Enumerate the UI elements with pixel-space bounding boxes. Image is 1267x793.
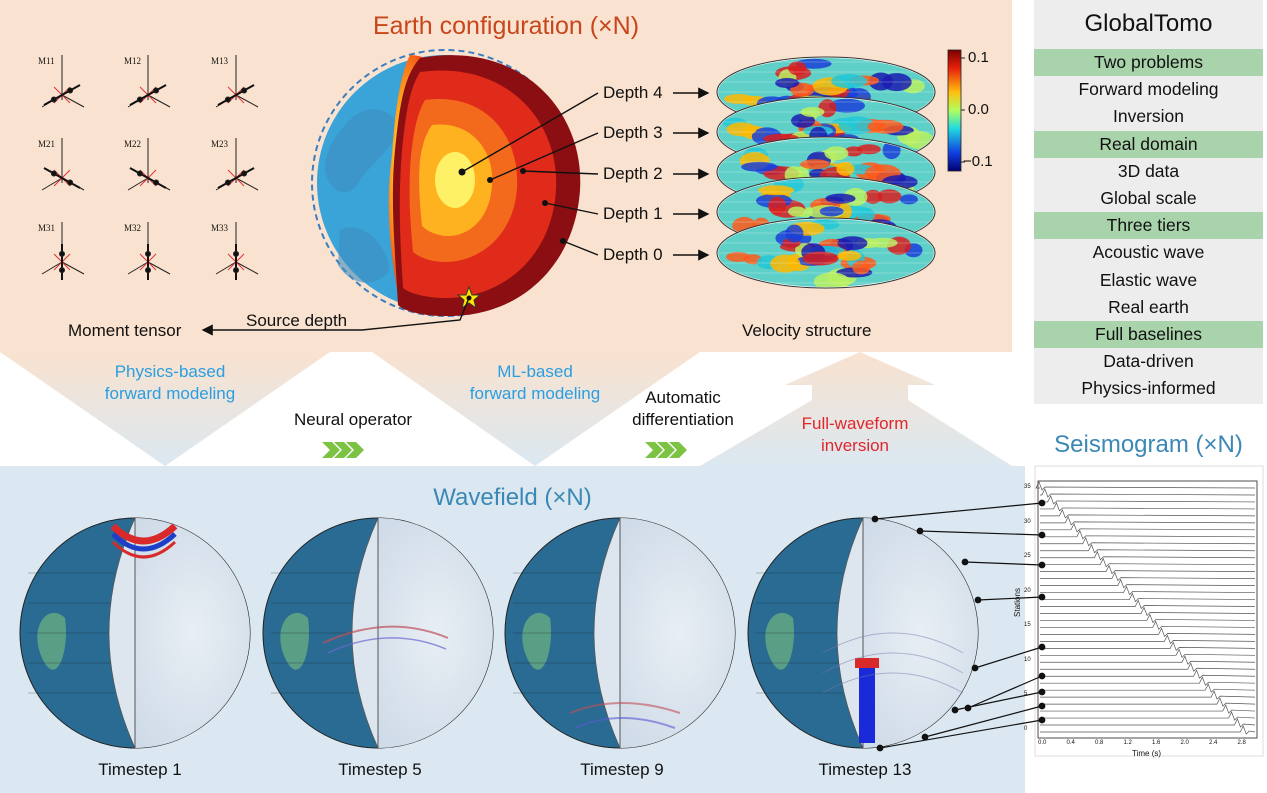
seismogram-connectors [871,499,1046,752]
seis-ytick-7: 0 [1024,725,1028,732]
ml-forward-label: ML-based forward modeling [445,361,625,405]
velocity-map-4 [716,217,936,289]
tensor-label-m23: M23 [211,139,229,149]
tensor-label-m21: M21 [38,139,56,149]
sidebar-row-2: Inversion [1112,106,1184,127]
sidebar-row-5: Global scale [1100,188,1197,208]
depth-1-label: Depth 1 [603,204,663,223]
sidebar-row-1: Forward modeling [1078,79,1219,100]
wavefield-spheres [19,517,979,749]
seis-xtick-5: 2.0 [1180,740,1189,746]
seis-ytick-3: 20 [1024,587,1031,594]
seis-ytick-4: 15 [1024,622,1031,628]
seis-xtick-1: 0.4 [1066,740,1075,746]
wavefield-sphere-9 [504,517,736,749]
seis-ytick-1: 30 [1024,518,1031,525]
neural-operator-label: Neural operator [293,410,413,429]
timestep-5-label: Timestep 5 [338,760,422,779]
seismogram-xlabel: Time (s) [1132,749,1162,758]
physics-forward-line2: forward modeling [104,384,236,403]
seis-ytick-5: 10 [1024,656,1031,663]
chevron-autodiff-icon [645,442,687,458]
fwi-line2: inversion [820,436,890,455]
autodiff-label: Automatic differentiation [598,387,768,431]
ml-forward-line2: forward modeling [469,384,601,403]
sidebar-row-6: Three tiers [1034,212,1263,240]
tensor-label-m13: M13 [211,56,229,66]
depth-4-label: Depth 4 [603,83,663,102]
tensor-label-m31: M31 [38,223,56,233]
colorbar [947,49,962,172]
wavefield-sphere-1 [19,517,251,749]
physics-forward-label: Physics-based forward modeling [80,361,260,405]
sidebar-row-3: Real domain [1034,130,1263,158]
depth-connectors [201,87,710,336]
ml-forward-line1: ML-based [497,362,573,381]
seismogram-ylabel: Stations [1012,588,1022,617]
depth-2-label: Depth 2 [603,164,663,183]
tensor-label-m11: M11 [38,56,55,66]
moment-tensor-label: Moment tensor [68,321,182,340]
seis-xtick-6: 2.4 [1209,740,1218,746]
tensor-label-m12: M12 [124,56,142,66]
seismogram-title: Seismogram (×N) [1054,431,1243,458]
colorbar-tick-top: 0.1 [968,49,989,66]
fwi-line1: Full-waveform [801,414,909,433]
seis-ytick-0: 35 [1024,484,1031,490]
sidebar-row-11: Data-driven [1103,351,1194,372]
seis-xtick-7: 2.8 [1237,740,1246,746]
chevron-neural-icon [322,442,364,458]
velocity-map-stack [716,56,936,289]
tensor-label-m32: M32 [124,223,142,233]
sidebar-row-8: Elastic wave [1099,269,1198,290]
sidebar-row-4: 3D data [1117,160,1180,181]
source-depth-label: Source depth [246,311,348,330]
sidebar-title: GlobalTomo [1084,10,1213,37]
autodiff-line1: Automatic [645,388,721,407]
flow-fwi-arrow [700,352,1012,466]
colorbar-tick-mid: 0.0 [968,101,989,118]
seis-ytick-2: 25 [1024,553,1031,559]
seis-xtick-4: 1.6 [1152,740,1161,746]
earth-config-title: Earth configuration (×N) [372,12,640,40]
flow-ml-arrow [372,352,700,466]
wavefield-sphere-5 [262,517,494,749]
colorbar-tick-bottom: −0.1 [963,153,993,170]
tensor-label-m33: M33 [211,223,229,233]
sidebar-row-0: Two problems [1034,49,1263,76]
tensor-label-m22: M22 [124,139,142,149]
timestep-13-label: Timestep 13 [818,760,912,779]
fwi-label: Full-waveform inversion [770,413,940,457]
wavefield-title: Wavefield (×N) [433,484,592,511]
velocity-structure-label: Velocity structure [742,321,872,340]
seismogram-plot [1034,465,1264,757]
sidebar-row-9: Real earth [1108,296,1189,317]
depth-3-label: Depth 3 [603,123,663,142]
seis-xtick-2: 0.8 [1095,740,1104,746]
earth-cutaway [311,49,581,317]
autodiff-line2: differentiation [632,410,734,429]
sidebar-row-10: Full baselines [1034,321,1263,348]
sidebar-row-12: Physics-informed [1081,378,1216,399]
flow-physics-arrow [0,352,330,466]
wavefield-sphere-13 [747,517,979,749]
seis-xtick-3: 1.2 [1123,740,1132,746]
physics-forward-line1: Physics-based [114,362,226,381]
moment-tensor-grid [41,55,259,280]
seis-xtick-0: 0.0 [1038,740,1047,746]
depth-0-label: Depth 0 [603,245,663,264]
seis-ytick-6: 5 [1024,691,1028,697]
sidebar-row-7: Acoustic wave [1092,242,1205,263]
timestep-9-label: Timestep 9 [580,760,664,779]
timestep-1-label: Timestep 1 [98,760,182,779]
